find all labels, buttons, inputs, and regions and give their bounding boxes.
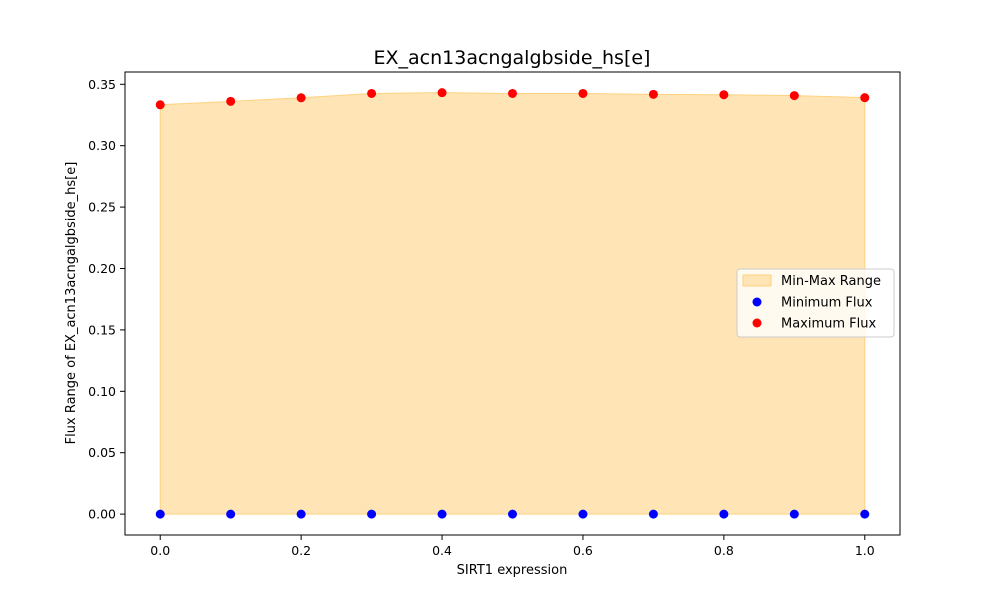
maximum-flux-point — [578, 88, 588, 98]
y-tick-label: 0.15 — [88, 322, 116, 337]
minimum-flux-point — [155, 509, 165, 519]
legend-swatch-range — [742, 274, 772, 287]
x-tick-label: 1.0 — [855, 543, 875, 558]
y-axis-label: Flux Range of EX_acn13acngalgbside_hs[e] — [64, 162, 79, 445]
legend: Min-Max Range Minimum Flux Maximum Flux — [736, 268, 895, 338]
maximum-flux-point — [860, 93, 870, 103]
legend-label-maximum: Maximum Flux — [781, 317, 877, 332]
maximum-flux-point — [296, 93, 306, 103]
chart-title: EX_acn13acngalgbside_hs[e] — [374, 47, 651, 69]
y-tick-label: 0.05 — [88, 445, 116, 460]
x-axis-label: SIRT1 expression — [457, 563, 568, 578]
maximum-flux-point — [367, 88, 377, 98]
minimum-flux-point — [367, 509, 377, 519]
minimum-flux-point — [508, 509, 517, 519]
minimum-flux-point — [719, 509, 729, 519]
axes-frame — [124, 71, 901, 536]
legend-marker-minimum — [752, 297, 762, 307]
legend-label-range: Min-Max Range — [781, 274, 881, 289]
x-tick-label: 0.8 — [714, 543, 734, 558]
legend-label-minimum: Minimum Flux — [781, 296, 873, 311]
plot-area — [155, 88, 870, 519]
minimum-flux-point — [648, 509, 658, 519]
maximum-flux-point — [719, 90, 729, 100]
minimum-flux-point — [789, 509, 799, 519]
minimum-flux-point — [578, 509, 588, 519]
y-axis-ticks: 0.00 0.05 0.10 0.15 0.20 0.25 0.30 0.35 — [88, 77, 125, 522]
y-tick-label: 0.20 — [88, 261, 116, 276]
x-tick-label: 0.4 — [432, 543, 452, 558]
maximum-flux-point — [508, 88, 517, 98]
maximum-flux-point — [648, 89, 658, 99]
y-tick-label: 0.25 — [88, 200, 116, 215]
x-axis-ticks: 0.0 0.2 0.4 0.6 0.8 1.0 — [150, 535, 875, 558]
maximum-flux-point — [437, 88, 447, 98]
maximum-flux-point — [226, 96, 236, 106]
x-tick-label: 0.6 — [573, 543, 593, 558]
minimum-flux-point — [226, 509, 236, 519]
minimum-flux-point — [860, 509, 870, 519]
x-tick-label: 0.0 — [150, 543, 170, 558]
maximum-flux-point — [155, 100, 165, 110]
y-tick-label: 0.35 — [88, 77, 116, 92]
legend-box — [736, 268, 895, 338]
y-tick-label: 0.10 — [88, 384, 116, 399]
legend-marker-maximum — [752, 318, 762, 328]
y-tick-label: 0.30 — [88, 138, 116, 153]
maximum-flux-point — [789, 91, 799, 101]
x-tick-label: 0.2 — [291, 543, 311, 558]
y-tick-label: 0.00 — [88, 507, 116, 522]
minimum-flux-point — [437, 509, 447, 519]
minimum-flux-point — [296, 509, 306, 519]
